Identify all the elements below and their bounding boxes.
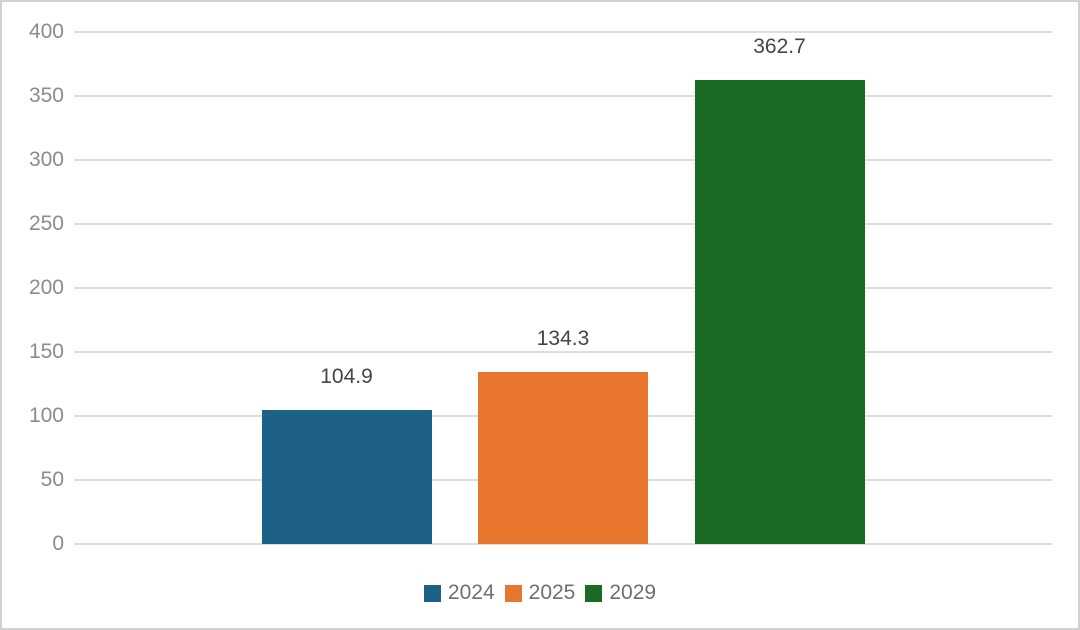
legend: 2024 2025 2029 — [2, 580, 1078, 606]
legend-item-2029: 2029 — [585, 580, 656, 606]
gridline-200 — [74, 287, 1052, 289]
legend-item-2025: 2025 — [504, 580, 576, 606]
y-axis-tick-300: 300 — [28, 148, 64, 171]
bar-value-label-2025: 134.3 — [536, 327, 590, 351]
legend-label-2024: 2024 — [447, 581, 495, 604]
y-axis-tick-50: 50 — [40, 468, 64, 491]
y-axis-tick-350: 350 — [28, 84, 64, 107]
bar-value-label-2029: 362.7 — [753, 34, 806, 58]
y-axis-tick-100: 100 — [28, 404, 64, 427]
bar-2029 — [694, 79, 865, 544]
y-axis-tick-150: 150 — [28, 340, 64, 363]
legend-label-2025: 2025 — [528, 581, 576, 604]
gridline-150 — [74, 351, 1052, 353]
legend-label-2029: 2029 — [609, 581, 657, 604]
y-axis-tick-250: 250 — [28, 212, 64, 235]
legend-swatch-2029 — [585, 584, 603, 602]
y-axis-tick-0: 0 — [52, 532, 64, 555]
gridline-0 — [74, 543, 1052, 545]
y-axis-tick-200: 200 — [28, 276, 64, 299]
bar-2024 — [261, 409, 432, 544]
gridline-250 — [74, 223, 1052, 225]
legend-swatch-2024 — [423, 584, 441, 602]
gridline-350 — [74, 95, 1052, 97]
gridline-400 — [74, 31, 1052, 33]
legend-swatch-2025 — [504, 584, 522, 602]
y-axis-tick-400: 400 — [28, 20, 64, 43]
bar-value-label-2024: 104.9 — [320, 364, 373, 388]
gridline-300 — [74, 159, 1052, 161]
legend-item-2024: 2024 — [423, 580, 495, 606]
bar-2025 — [478, 372, 648, 544]
